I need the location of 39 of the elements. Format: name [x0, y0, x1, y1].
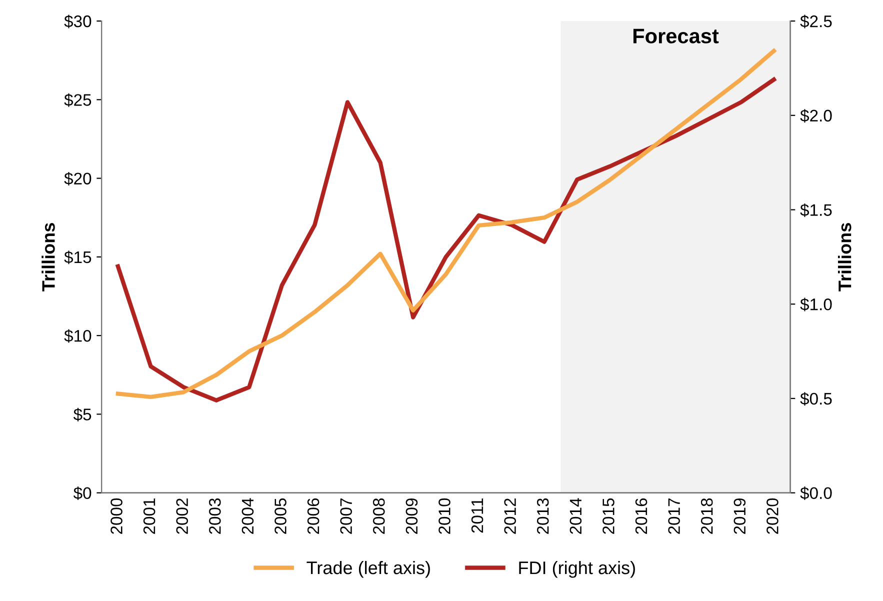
legend-label: FDI (right axis) — [519, 560, 635, 578]
y2-tick-label: $0.0 — [800, 486, 832, 500]
y2-tick-label: $2.0 — [800, 109, 832, 123]
x-tick-label: 2000 — [110, 498, 122, 534]
x-tick-label: 2014 — [570, 498, 582, 534]
legend-label: Trade (left axis) — [306, 560, 430, 578]
y-tick-label: $0 — [73, 486, 92, 500]
x-tick-label: 2005 — [274, 498, 286, 534]
x-tick-label: 2016 — [635, 498, 648, 534]
x-tick-label: 2004 — [242, 498, 254, 534]
x-tick-label: 2003 — [209, 498, 221, 534]
x-tick-label: 2015 — [602, 498, 614, 534]
y-axis-title: Trillions — [42, 223, 55, 292]
x-tick-label: 2019 — [734, 498, 746, 534]
y-tick-label: $30 — [64, 14, 92, 28]
x-tick-label: 2008 — [372, 498, 385, 534]
x-tick-label: 2018 — [700, 498, 713, 534]
x-tick-label: 2001 — [143, 498, 156, 534]
x-tick-label: 2006 — [307, 498, 320, 534]
x-tick-label: 2009 — [406, 498, 418, 534]
x-tick-label: 2002 — [176, 498, 188, 534]
x-tick-label: 2007 — [340, 498, 352, 534]
y2-tick-label: $0.5 — [800, 392, 832, 406]
y-tick-label: $20 — [64, 172, 92, 186]
y2-tick-label: $2.5 — [800, 14, 832, 28]
y-tick-label: $5 — [73, 408, 92, 422]
y2-axis-title: Trillions — [838, 223, 852, 292]
y-tick-label: $10 — [64, 329, 92, 343]
y2-tick-label: $1.0 — [800, 298, 832, 312]
x-tick-label: 2020 — [766, 498, 778, 534]
x-tick-label: 2017 — [668, 498, 680, 534]
x-tick-label: 2011 — [471, 498, 484, 533]
band-label: Forecast — [633, 28, 719, 44]
y2-tick-label: $1.5 — [800, 203, 832, 217]
x-tick-label: 2012 — [504, 498, 516, 534]
x-tick-label: 2010 — [438, 498, 450, 534]
x-tick-label: 2013 — [536, 498, 549, 534]
y-tick-label: $15 — [64, 250, 92, 264]
y-tick-label: $25 — [64, 93, 92, 107]
